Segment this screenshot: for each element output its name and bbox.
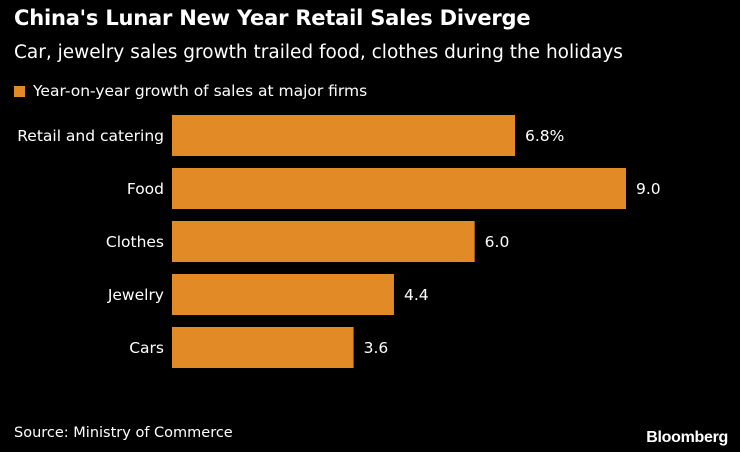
legend-label: Year-on-year growth of sales at major fi… xyxy=(33,82,368,100)
legend-swatch xyxy=(14,85,25,97)
bar-jewelry xyxy=(172,274,394,315)
category-label: Food xyxy=(127,180,164,198)
bar-cars xyxy=(172,327,354,368)
category-label: Clothes xyxy=(106,233,164,251)
data-label: 6.0 xyxy=(485,233,510,251)
bar-retail-and-catering xyxy=(172,115,516,156)
category-label: Cars xyxy=(129,339,164,357)
data-label: 9.0 xyxy=(636,180,661,198)
bar-food xyxy=(172,168,626,209)
chart-title: China's Lunar New Year Retail Sales Dive… xyxy=(14,6,531,30)
category-label: Jewelry xyxy=(107,286,164,304)
data-label: 3.6 xyxy=(364,339,389,357)
data-label: 6.8% xyxy=(525,127,564,145)
bar-clothes xyxy=(172,221,475,262)
bloomberg-logo: Bloomberg xyxy=(646,429,728,446)
data-label: 4.4 xyxy=(404,286,429,304)
source-note: Source: Ministry of Commerce xyxy=(14,425,233,441)
chart-subtitle: Car, jewelry sales growth trailed food, … xyxy=(14,42,623,63)
category-label: Retail and catering xyxy=(17,127,164,145)
legend: Year-on-year growth of sales at major fi… xyxy=(14,82,367,100)
